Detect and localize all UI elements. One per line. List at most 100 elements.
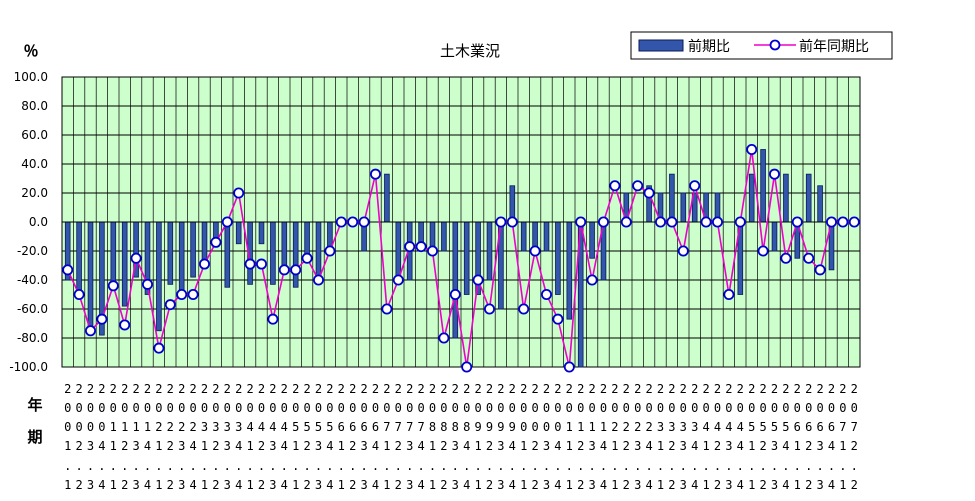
x-tick-char: 0: [531, 420, 538, 434]
x-tick-char: .: [759, 459, 766, 473]
x-tick-char: 2: [486, 382, 493, 396]
line-point: [233, 187, 245, 199]
x-tick-char: 0: [611, 401, 618, 415]
x-tick-char: 1: [110, 478, 117, 492]
x-tick-char: 0: [702, 401, 709, 415]
x-tick-char: 2: [668, 478, 675, 492]
x-tick-char: .: [531, 459, 538, 473]
x-tick-char: 3: [235, 420, 242, 434]
x-tick-char: 2: [566, 382, 573, 396]
x-tick-char: 3: [634, 439, 641, 453]
x-tick-char: 4: [144, 439, 151, 453]
line-point: [483, 303, 495, 315]
x-tick-char: 2: [611, 420, 618, 434]
x-tick-char: .: [771, 459, 778, 473]
line-point: [119, 319, 131, 331]
line-point: [780, 252, 792, 264]
x-tick-char: 0: [167, 401, 174, 415]
bar: [156, 221, 162, 332]
bar: [178, 221, 185, 295]
x-tick-char: 3: [87, 439, 94, 453]
x-tick-char: 0: [794, 401, 801, 415]
x-tick-char: 0: [668, 401, 675, 415]
x-tick-char: 4: [326, 439, 333, 453]
line-point: [324, 245, 336, 257]
bar: [771, 221, 778, 252]
line-point: [620, 216, 632, 228]
x-tick-char: 2: [463, 382, 470, 396]
x-tick-char: 1: [588, 420, 595, 434]
x-tick-char: 0: [64, 401, 71, 415]
x-tick-char: 2: [395, 439, 402, 453]
x-tick-char: 4: [189, 439, 196, 453]
x-tick-char: 1: [611, 478, 618, 492]
x-tick-char: 1: [246, 439, 253, 453]
x-tick-char: 4: [645, 439, 652, 453]
x-tick-char: 1: [474, 478, 481, 492]
x-tick-char: 2: [486, 478, 493, 492]
line-point: [347, 216, 359, 228]
line-point: [700, 216, 712, 228]
x-tick-char: 0: [98, 401, 105, 415]
line-point: [85, 325, 97, 337]
y-tick-label: -60.0: [17, 302, 48, 316]
line-point: [734, 216, 746, 228]
bar: [680, 192, 687, 223]
x-tick-char: 1: [292, 478, 299, 492]
x-tick-char: 1: [64, 478, 71, 492]
x-tick-char: 0: [748, 401, 755, 415]
x-tick-char: 2: [121, 478, 128, 492]
x-tick-char: 9: [474, 420, 481, 434]
legend-marker-swatch: [769, 39, 781, 51]
x-tick-char: 1: [657, 439, 664, 453]
x-tick-char: 2: [645, 420, 652, 434]
x-tick-char: 3: [178, 439, 185, 453]
x-tick-char: 8: [440, 420, 447, 434]
x-tick-char: 3: [315, 439, 322, 453]
x-tick-char: 1: [577, 420, 584, 434]
x-tick-char: 0: [87, 401, 94, 415]
x-tick-char: .: [64, 459, 71, 473]
x-tick-char: 2: [714, 478, 721, 492]
x-tick-char: 2: [577, 439, 584, 453]
x-tick-char: 5: [748, 420, 755, 434]
x-tick-char: .: [657, 459, 664, 473]
y-tick-label: 80.0: [21, 99, 48, 113]
x-tick-char: 0: [224, 401, 231, 415]
x-tick-char: 0: [110, 401, 117, 415]
x-tick-char: 2: [212, 439, 219, 453]
x-tick-char: .: [816, 459, 823, 473]
x-tick-char: .: [714, 459, 721, 473]
x-tick-char: 2: [759, 478, 766, 492]
x-tick-char: 1: [794, 439, 801, 453]
x-tick-char: 2: [474, 382, 481, 396]
x-tick-char: 4: [98, 439, 105, 453]
x-tick-char: 4: [782, 439, 789, 453]
bar: [315, 221, 322, 281]
x-tick-char: 2: [167, 478, 174, 492]
x-tick-char: 1: [383, 478, 390, 492]
x-tick-char: 4: [246, 420, 253, 434]
y-tick-labels: 100.0 80.0 60.0 40.0 20.0 0.0 -20.0 -40.0 -60.0 -…: [9, 70, 48, 374]
x-tick-char: 0: [178, 401, 185, 415]
x-tick-char: 6: [794, 420, 801, 434]
line-point: [381, 303, 393, 315]
x-tick-char: 4: [372, 478, 379, 492]
x-tick-char: 2: [132, 382, 139, 396]
x-tick-char: 2: [782, 382, 789, 396]
bar: [760, 149, 766, 223]
x-tick-char: 3: [178, 478, 185, 492]
x-tick-char: 2: [155, 420, 162, 434]
line-point: [415, 241, 427, 253]
x-tick-char: 3: [816, 439, 823, 453]
x-tick-char: 1: [132, 420, 139, 434]
x-tick-char: 0: [816, 401, 823, 415]
x-tick-char: 2: [395, 382, 402, 396]
x-tick-char: .: [372, 459, 379, 473]
x-tick-char: .: [668, 459, 675, 473]
x-tick-char: 3: [680, 439, 687, 453]
x-tick-char: 2: [520, 382, 527, 396]
x-tick-char: .: [338, 459, 345, 473]
line-point: [130, 252, 142, 264]
x-tick-char: 2: [714, 382, 721, 396]
